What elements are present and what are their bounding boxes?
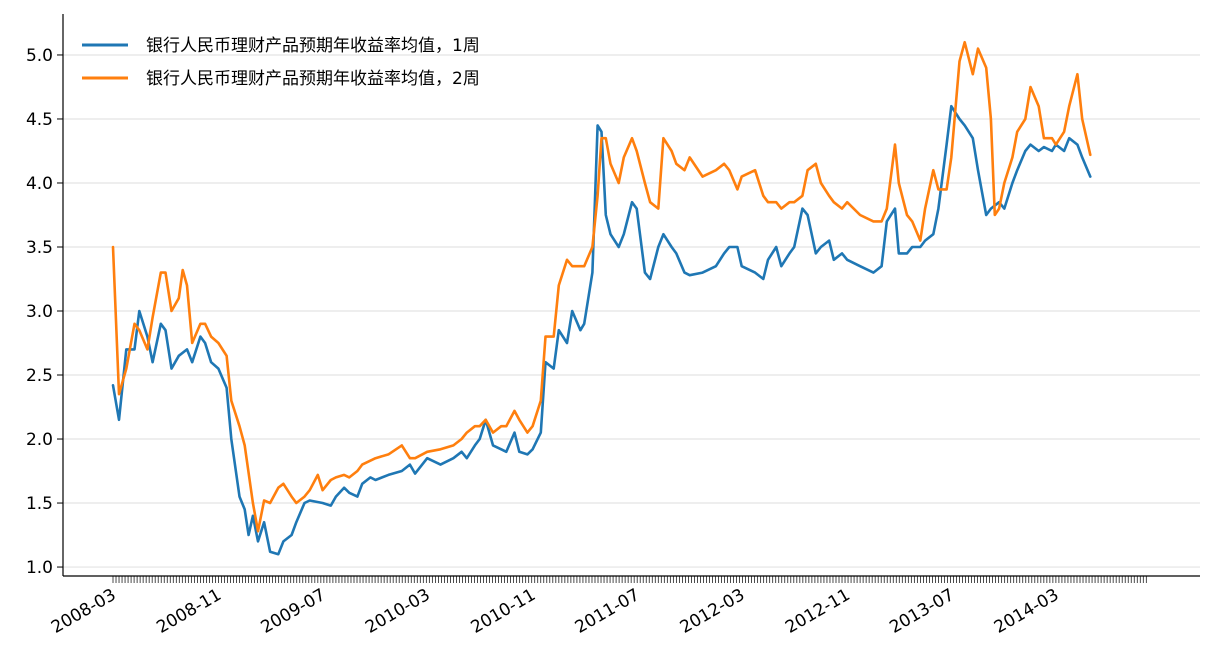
x-tick-label: 2008-03 xyxy=(48,585,120,638)
x-tick-label: 2008-11 xyxy=(153,585,225,638)
legend-item-2: 银行人民币理财产品预期年收益率均值，2周 xyxy=(82,69,480,89)
x-tick-label: 2014-03 xyxy=(991,585,1063,638)
y-tick-label: 3.0 xyxy=(26,302,53,322)
x-tick-label: 2011-07 xyxy=(572,585,644,638)
legend-label: 银行人民币理财产品预期年收益率均值，2周 xyxy=(146,69,480,89)
y-tick-label: 1.0 xyxy=(26,558,53,578)
x-minor-ticks xyxy=(112,576,1147,583)
x-tick-label: 2012-11 xyxy=(782,585,854,638)
series-lines xyxy=(111,40,1092,556)
y-tick-label: 5.0 xyxy=(26,46,53,66)
x-tick-label: 2010-11 xyxy=(468,585,540,638)
legend-item-1: 银行人民币理财产品预期年收益率均值，1周 xyxy=(82,36,480,56)
legend-label: 银行人民币理财产品预期年收益率均值，1周 xyxy=(146,36,480,56)
y-tick-label: 3.5 xyxy=(26,238,53,258)
series-line-1 xyxy=(111,104,1092,556)
x-tick-label: 2010-03 xyxy=(362,585,434,638)
y-tick-label: 2.5 xyxy=(26,366,53,386)
y-tick-label: 1.5 xyxy=(26,494,53,514)
x-tick-label: 2009-07 xyxy=(258,585,330,638)
y-tick-label: 4.5 xyxy=(26,110,53,130)
x-tick-label: 2013-07 xyxy=(886,585,958,638)
series-line-2 xyxy=(111,40,1092,533)
gridlines xyxy=(63,54,1200,568)
x-tick-label: 2012-03 xyxy=(677,585,749,638)
y-tick-label: 4.0 xyxy=(26,174,53,194)
y-tick-label: 2.0 xyxy=(26,430,53,450)
